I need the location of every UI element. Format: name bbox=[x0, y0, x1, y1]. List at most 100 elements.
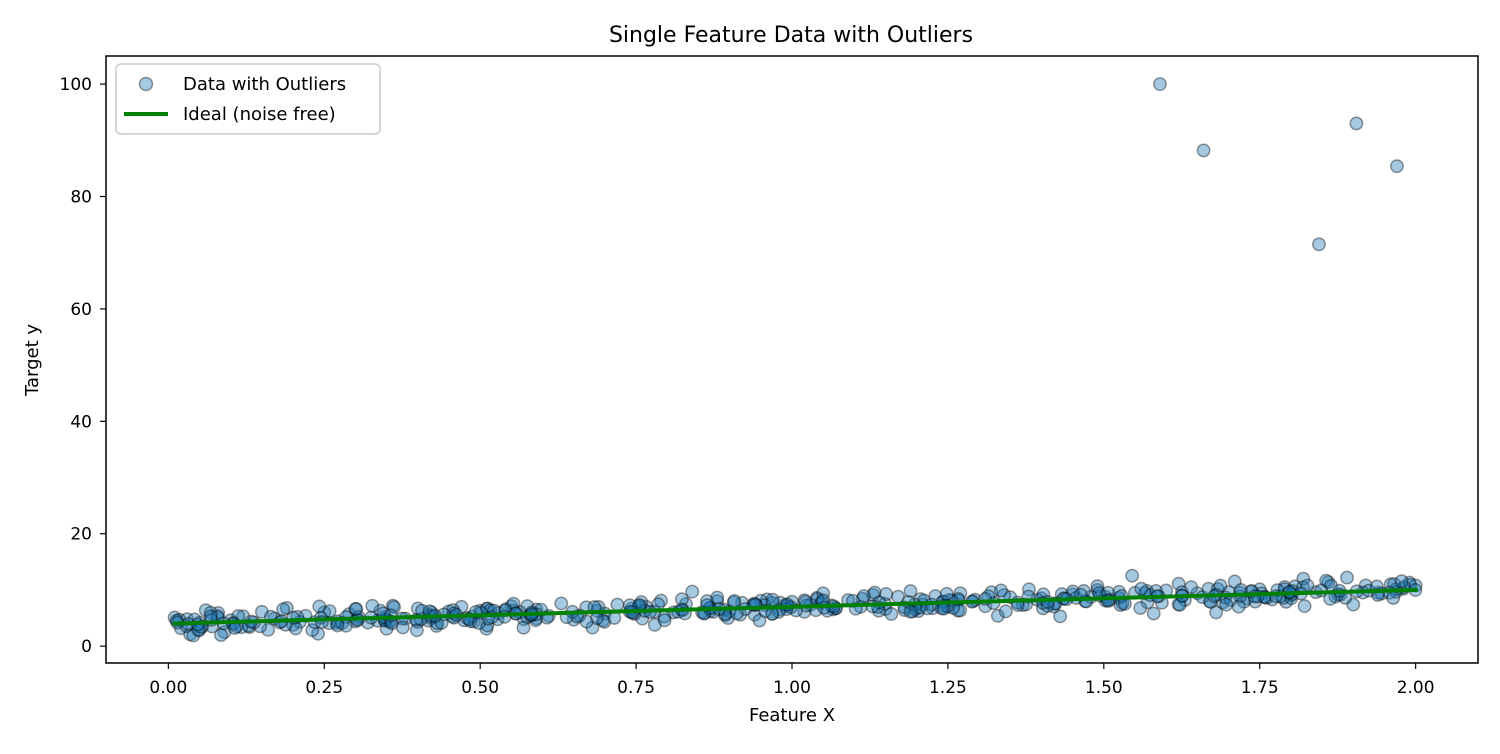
scatter-point bbox=[1219, 597, 1234, 612]
scatter-point bbox=[1171, 576, 1186, 591]
scatter-point bbox=[685, 584, 700, 599]
scatter-point bbox=[1319, 573, 1334, 588]
scatter-point bbox=[879, 587, 894, 601]
scatter-point bbox=[395, 620, 410, 635]
scatter-point bbox=[998, 604, 1013, 619]
scatter-point bbox=[884, 607, 899, 621]
y-axis-label: Target y bbox=[22, 324, 43, 397]
scatter-point bbox=[217, 625, 232, 640]
scatter-point bbox=[856, 589, 871, 603]
scatter-point bbox=[312, 599, 327, 614]
scatter-point bbox=[867, 585, 882, 600]
scatter-point bbox=[454, 599, 469, 614]
scatter-point bbox=[480, 618, 495, 633]
scatter-point bbox=[595, 613, 610, 628]
scatter-point bbox=[409, 623, 424, 638]
x-tick-label: 1.25 bbox=[929, 678, 967, 698]
scatter-point bbox=[1346, 597, 1361, 612]
scatter-point bbox=[349, 602, 364, 616]
scatter-point bbox=[254, 604, 269, 619]
scatter-point bbox=[1053, 609, 1068, 624]
ideal-line bbox=[172, 587, 1418, 626]
scatter-point bbox=[311, 626, 325, 641]
scatter-point bbox=[1209, 605, 1224, 620]
scatter-point bbox=[471, 616, 486, 631]
scatter-point bbox=[365, 598, 380, 613]
scatter-point bbox=[429, 618, 444, 633]
y-tick-label: 80 bbox=[70, 188, 92, 208]
x-tick-label: 1.50 bbox=[1085, 678, 1123, 698]
scatter-point bbox=[1090, 579, 1105, 594]
scatter-point bbox=[322, 604, 337, 618]
scatter-point bbox=[479, 621, 494, 636]
scatter-point bbox=[1146, 606, 1161, 621]
scatter-point bbox=[939, 586, 954, 601]
ideal-line-layer bbox=[172, 587, 1418, 626]
scatter-point bbox=[710, 590, 725, 605]
scatter-point bbox=[198, 603, 213, 618]
y-tick-label: 20 bbox=[70, 525, 92, 545]
scatter-point bbox=[186, 628, 201, 643]
scatter-point bbox=[261, 622, 276, 637]
scatter-point bbox=[1227, 574, 1242, 589]
scatter-point bbox=[1184, 580, 1199, 595]
x-tick-label: 0.00 bbox=[149, 678, 187, 698]
x-tick-label: 0.25 bbox=[305, 678, 343, 698]
x-tick-label: 2.00 bbox=[1397, 678, 1435, 698]
scatter-point bbox=[1394, 574, 1409, 589]
scatter-point bbox=[1297, 599, 1312, 614]
x-tick-label: 1.00 bbox=[773, 678, 811, 698]
scatter-point bbox=[654, 593, 668, 608]
scatter-point bbox=[1296, 571, 1311, 586]
scatter-point bbox=[585, 620, 600, 635]
scatter-point bbox=[211, 606, 226, 620]
scatter-point bbox=[984, 585, 999, 600]
scatter-point bbox=[1213, 578, 1228, 593]
scatter-point bbox=[276, 602, 291, 617]
scatter-point bbox=[1349, 116, 1364, 131]
legend-label-data-with-outliers: Data with Outliers bbox=[183, 74, 346, 95]
scatter-point bbox=[410, 601, 425, 616]
scatter-point bbox=[950, 603, 965, 618]
scatter-point bbox=[387, 600, 402, 615]
legend-box bbox=[115, 63, 381, 135]
scatter-point bbox=[1035, 601, 1050, 616]
scatter-point bbox=[1231, 599, 1246, 614]
scatter-point bbox=[1386, 591, 1401, 605]
y-tick-label: 100 bbox=[60, 75, 92, 95]
scatter-point bbox=[727, 594, 742, 608]
scatter-point bbox=[305, 623, 320, 638]
scatter-point bbox=[1321, 575, 1336, 590]
scatter-point bbox=[1133, 601, 1148, 615]
scatter-point bbox=[1022, 582, 1036, 597]
scatter-point bbox=[721, 611, 735, 625]
scatter-point bbox=[953, 586, 968, 601]
x-tick-label: 0.50 bbox=[461, 678, 499, 698]
scatter-point bbox=[1340, 570, 1354, 585]
scatter-point bbox=[203, 605, 218, 620]
scatter-point bbox=[214, 628, 229, 643]
y-tick-label: 0 bbox=[81, 637, 92, 657]
scatter-point bbox=[516, 620, 531, 635]
x-tick-label: 1.75 bbox=[1241, 678, 1279, 698]
scatter-point bbox=[1389, 159, 1404, 174]
x-axis-label: Feature X bbox=[749, 705, 835, 726]
y-axis: 0 20 40 60 80 100 bbox=[60, 75, 106, 657]
scatter-point bbox=[657, 613, 672, 628]
scatter-point bbox=[994, 583, 1008, 598]
legend: Data with Outliers Ideal (noise free) bbox=[115, 63, 381, 135]
y-tick-label: 60 bbox=[70, 300, 92, 320]
x-tick-label: 0.75 bbox=[617, 678, 655, 698]
x-axis: 0.00 0.25 0.50 0.75 1.00 1.25 1.50 1.75 2.00 bbox=[149, 663, 1435, 698]
scatter-point bbox=[990, 608, 1005, 623]
scatter-point bbox=[765, 592, 780, 607]
legend-label-ideal-noise-free: Ideal (noise free) bbox=[183, 104, 336, 125]
scatter-point bbox=[866, 588, 881, 602]
scatter-point bbox=[506, 596, 521, 611]
chart-title: Single Feature Data with Outliers bbox=[609, 23, 973, 48]
scatter-point bbox=[183, 627, 198, 642]
scatter-point bbox=[1172, 597, 1187, 612]
scatter-point bbox=[674, 592, 689, 607]
